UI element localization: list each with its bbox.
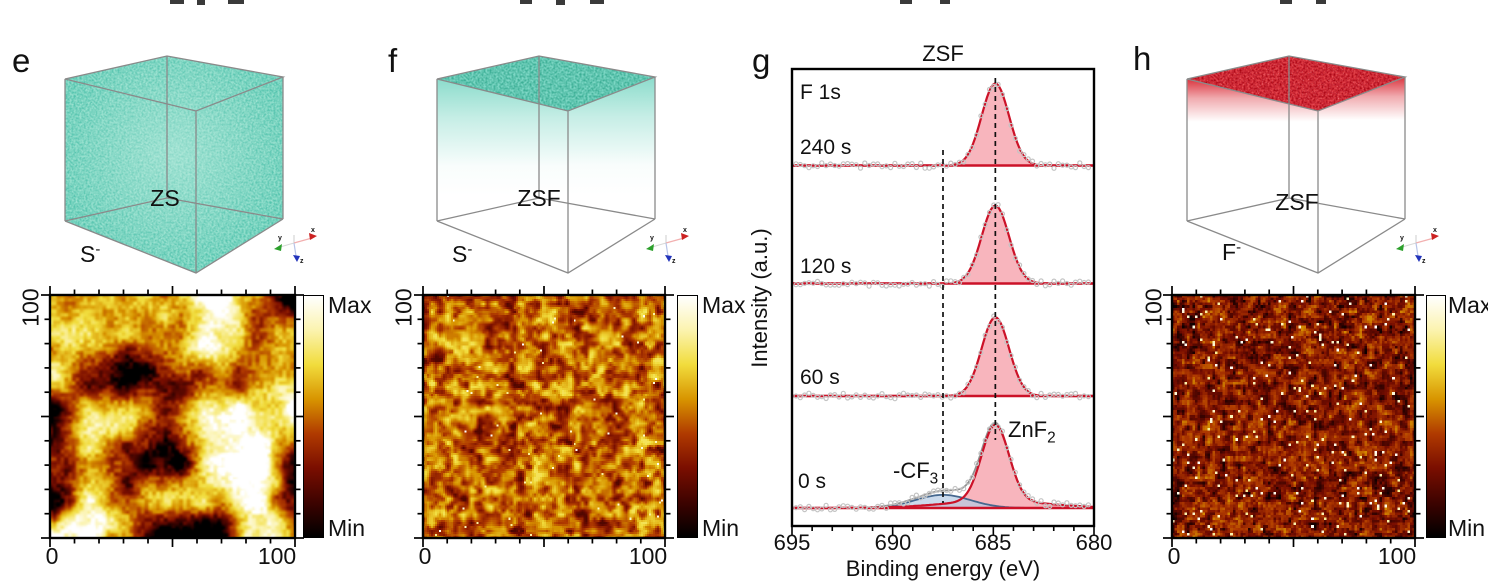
ion-map-h — [1163, 286, 1424, 547]
cube-material-label: ZSF — [1275, 189, 1318, 215]
point-cloud-surface — [437, 56, 655, 273]
ion-map-canvas — [50, 295, 295, 538]
map-x-tick-label: 100 — [1377, 543, 1417, 569]
map-x-tick-label: 100 — [628, 543, 668, 569]
cube-wireframe — [1186, 55, 1408, 274]
ion-map-e — [41, 286, 304, 547]
ion-map-canvas — [1172, 295, 1415, 538]
map-y-tick-label: 100 — [1140, 288, 1167, 327]
znf2-peak-annotation: ZnF2 — [1008, 417, 1056, 447]
cropped-content-remnant — [520, 0, 532, 4]
map-x-tick-label: 0 — [45, 543, 59, 569]
cube-material-label: ZSF — [517, 185, 560, 211]
cropped-content-remnant — [170, 0, 184, 4]
cropped-content-remnant — [590, 0, 604, 4]
point-cloud-surface — [1187, 56, 1405, 273]
cropped-content-remnant — [228, 0, 244, 4]
colorbar-max-label: Max — [1448, 292, 1488, 318]
sputter-time-label: 120 s — [800, 255, 852, 278]
plot-frame — [790, 67, 1096, 528]
point-cloud-volume — [65, 56, 283, 273]
map-x-tick-label: 0 — [1167, 543, 1181, 569]
colorbar-max-label: Max — [328, 292, 372, 318]
cropped-content-remnant — [900, 0, 912, 4]
colorbar-min-label: Min — [328, 515, 366, 541]
map-y-tick-label: 100 — [17, 288, 44, 327]
panel-letter-e: e — [12, 42, 31, 79]
panel-letter-g: g — [752, 42, 771, 79]
x-tick-label: 680 — [1075, 530, 1113, 555]
x-tick-label: 690 — [874, 530, 912, 555]
sputter-time-label: 0 s — [798, 470, 827, 493]
xps-title: ZSF — [922, 41, 964, 66]
x-axis-label: Binding energy (eV) — [845, 556, 1041, 581]
colorbar — [677, 295, 698, 538]
axis-triad-icon — [273, 226, 318, 266]
cube-material-label: ZS — [150, 185, 179, 211]
cropped-content-remnant — [940, 0, 950, 4]
panel-letter-h: h — [1133, 40, 1152, 77]
sputter-time-label: 60 s — [800, 366, 840, 389]
tof-sims-3d-render-zs: ZS S- — [64, 55, 318, 274]
xps-plot — [790, 67, 1096, 535]
cube-ion-label: S- — [80, 241, 100, 267]
cube-wireframe — [64, 55, 286, 274]
map-x-tick-label: 100 — [257, 543, 297, 569]
cube-ion-label: F- — [1222, 239, 1241, 265]
map-y-tick-label: 100 — [390, 288, 417, 327]
y-axis-label: Intensity (a.u.) — [747, 228, 772, 368]
tof-sims-3d-render-zsf-s: ZSF S- — [436, 55, 690, 274]
colorbar-min-label: Min — [1448, 515, 1486, 541]
x-tick-label: 695 — [773, 530, 811, 555]
ion-map-canvas — [423, 295, 665, 538]
tof-sims-3d-render-zsf-f: ZSF F- — [1186, 55, 1440, 274]
axis-triad-icon — [1395, 226, 1440, 266]
core-level-label: F 1s — [800, 81, 841, 104]
colorbar — [303, 295, 324, 538]
xps-spectra — [793, 81, 1094, 513]
cropped-content-remnant — [197, 0, 205, 5]
colorbar-min-label: Min — [702, 515, 740, 541]
x-tick-label: 685 — [974, 530, 1012, 555]
sputter-time-label: 240 s — [800, 136, 852, 159]
axis-triad-icon — [645, 226, 690, 266]
cf3-peak-annotation: -CF3 — [893, 458, 939, 488]
panel-letter-f: f — [388, 42, 398, 79]
cropped-content-remnant — [1316, 0, 1326, 4]
cropped-content-remnant — [1280, 0, 1292, 4]
cube-ion-label: S- — [452, 241, 472, 267]
cropped-content-remnant — [556, 0, 565, 5]
ion-map-f — [414, 286, 674, 547]
cube-wireframe — [436, 55, 658, 274]
colorbar-max-label: Max — [702, 292, 746, 318]
map-x-tick-label: 0 — [418, 543, 432, 569]
colorbar — [1426, 295, 1446, 538]
